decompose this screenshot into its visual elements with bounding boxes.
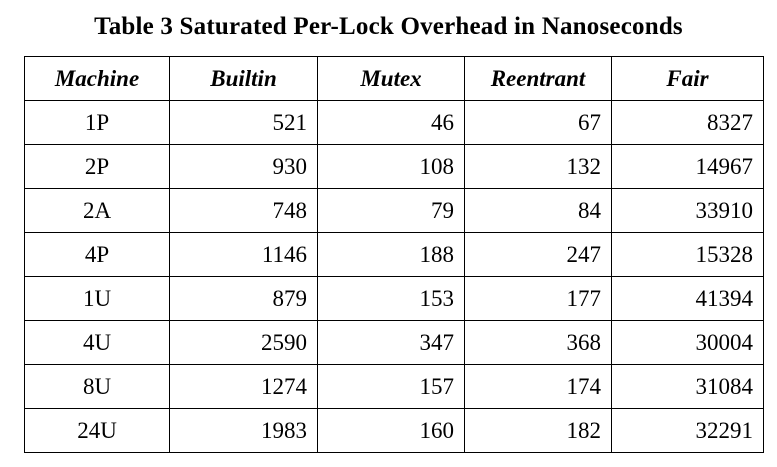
builtin-cell: 879 bbox=[169, 276, 318, 321]
fair-cell: 33910 bbox=[611, 188, 764, 233]
mutex-cell: 160 bbox=[317, 408, 465, 453]
overhead-table: Machine Builtin Mutex Reentrant Fair 1P … bbox=[24, 56, 764, 453]
builtin-cell: 1146 bbox=[169, 232, 318, 277]
header-row: Machine Builtin Mutex Reentrant Fair bbox=[24, 56, 764, 101]
table-row: 24U 1983 160 182 32291 bbox=[24, 408, 764, 453]
reentrant-cell: 174 bbox=[464, 364, 612, 409]
fair-cell: 15328 bbox=[611, 232, 764, 277]
table-row: 8U 1274 157 174 31084 bbox=[24, 364, 764, 409]
table-row: 1U 879 153 177 41394 bbox=[24, 276, 764, 321]
fair-cell: 8327 bbox=[611, 100, 764, 145]
reentrant-cell: 177 bbox=[464, 276, 612, 321]
table-row: 2P 930 108 132 14967 bbox=[24, 144, 764, 189]
reentrant-cell: 132 bbox=[464, 144, 612, 189]
builtin-cell: 748 bbox=[169, 188, 318, 233]
builtin-cell: 2590 bbox=[169, 320, 318, 365]
table-row: 4U 2590 347 368 30004 bbox=[24, 320, 764, 365]
column-header-mutex: Mutex bbox=[317, 56, 465, 101]
mutex-cell: 46 bbox=[317, 100, 465, 145]
reentrant-cell: 67 bbox=[464, 100, 612, 145]
builtin-cell: 1274 bbox=[169, 364, 318, 409]
machine-cell: 4P bbox=[24, 232, 170, 277]
table-caption: Table 3 Saturated Per-Lock Overhead in N… bbox=[94, 13, 683, 40]
column-header-reentrant: Reentrant bbox=[464, 56, 612, 101]
column-header-builtin: Builtin bbox=[169, 56, 318, 101]
machine-cell: 1U bbox=[24, 276, 170, 321]
machine-cell: 4U bbox=[24, 320, 170, 365]
machine-cell: 2P bbox=[24, 144, 170, 189]
machine-cell: 8U bbox=[24, 364, 170, 409]
reentrant-cell: 368 bbox=[464, 320, 612, 365]
reentrant-cell: 247 bbox=[464, 232, 612, 277]
builtin-cell: 521 bbox=[169, 100, 318, 145]
mutex-cell: 108 bbox=[317, 144, 465, 189]
machine-cell: 1P bbox=[24, 100, 170, 145]
machine-cell: 2A bbox=[24, 188, 170, 233]
reentrant-cell: 182 bbox=[464, 408, 612, 453]
reentrant-cell: 84 bbox=[464, 188, 612, 233]
table-row: 2A 748 79 84 33910 bbox=[24, 188, 764, 233]
fair-cell: 41394 bbox=[611, 276, 764, 321]
mutex-cell: 188 bbox=[317, 232, 465, 277]
column-header-machine: Machine bbox=[24, 56, 170, 101]
table-row: 4P 1146 188 247 15328 bbox=[24, 232, 764, 277]
fair-cell: 32291 bbox=[611, 408, 764, 453]
fair-cell: 30004 bbox=[611, 320, 764, 365]
machine-cell: 24U bbox=[24, 408, 170, 453]
mutex-cell: 153 bbox=[317, 276, 465, 321]
column-header-fair: Fair bbox=[611, 56, 764, 101]
mutex-cell: 157 bbox=[317, 364, 465, 409]
builtin-cell: 930 bbox=[169, 144, 318, 189]
builtin-cell: 1983 bbox=[169, 408, 318, 453]
table-row: 1P 521 46 67 8327 bbox=[24, 100, 764, 145]
fair-cell: 14967 bbox=[611, 144, 764, 189]
fair-cell: 31084 bbox=[611, 364, 764, 409]
mutex-cell: 347 bbox=[317, 320, 465, 365]
mutex-cell: 79 bbox=[317, 188, 465, 233]
